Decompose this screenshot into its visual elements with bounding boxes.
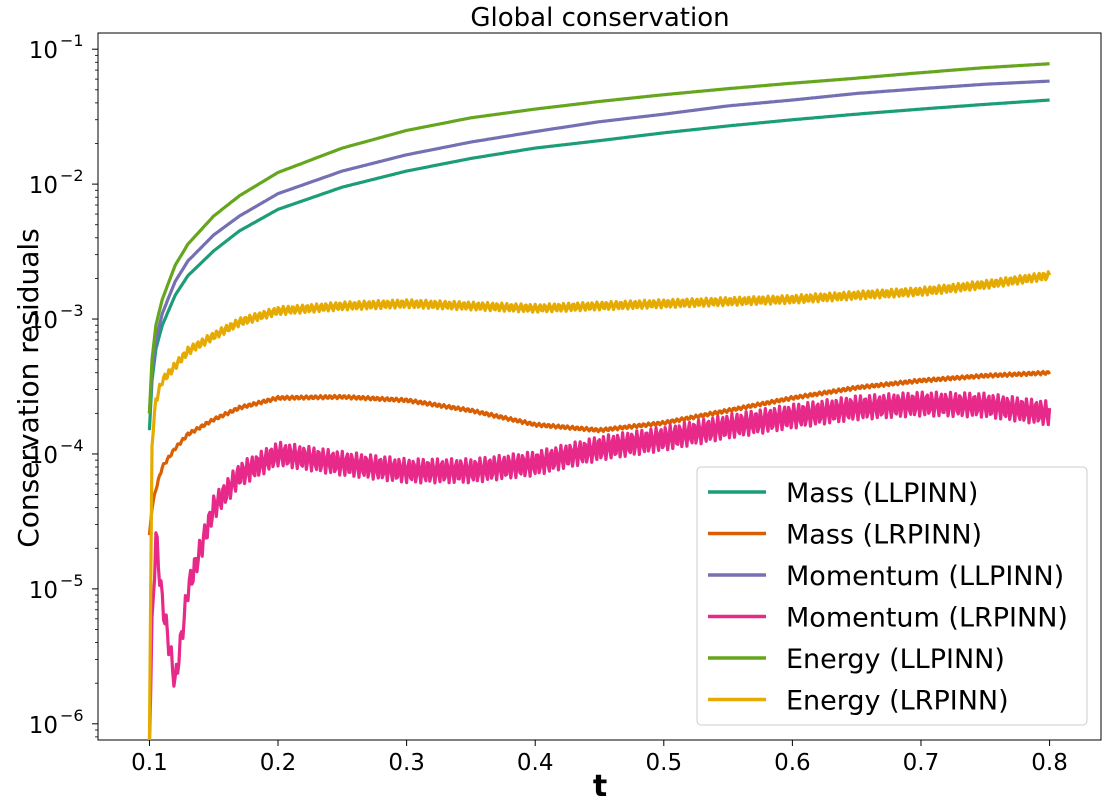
series-layer (147, 62, 1052, 740)
legend-box (696, 466, 1088, 726)
legend-label-1: Mass (LRPINN) (786, 520, 982, 551)
x-tick-label: 0.3 (388, 750, 425, 776)
x-tick-label: 0.2 (260, 750, 297, 776)
series-line-1 (147, 369, 1052, 536)
series-line-0 (147, 98, 1050, 431)
legend-label-3: Momentum (LRPINN) (786, 603, 1068, 634)
y-tick-label: 10 (29, 578, 58, 604)
x-tick-label: 0.8 (1031, 750, 1068, 776)
y-tick-label: 10 (29, 308, 58, 334)
y-axis-label: Conservation residuals (12, 228, 45, 548)
y-tick-label: 10 (29, 713, 58, 739)
series-line-5 (147, 270, 1052, 740)
legend-label-5: Energy (LRPINN) (786, 686, 1009, 717)
series-line-2 (147, 79, 1050, 414)
x-tick-label: 0.7 (903, 750, 940, 776)
y-tick-label: 10 (29, 38, 58, 64)
y-tick-exponent: −5 (60, 571, 84, 590)
y-axis: 10−610−510−410−310−210−1 (29, 31, 98, 739)
y-tick-label: 10 (29, 443, 58, 469)
y-tick-exponent: −6 (60, 706, 84, 725)
x-tick-label: 0.1 (131, 750, 168, 776)
y-tick-exponent: −1 (60, 31, 84, 50)
x-tick-label: 0.6 (774, 750, 811, 776)
x-axis: 0.1 0.2 0.3 0.4 0.5 0.6 0.7 0.8 (131, 740, 1068, 776)
x-tick-label: 0.5 (646, 750, 683, 776)
plot-frame (97, 32, 1102, 741)
legend-label-0: Mass (LLPINN) (786, 478, 978, 509)
y-tick-exponent: −3 (60, 301, 84, 320)
y-tick-exponent: −4 (60, 436, 84, 455)
x-tick-label: 0.4 (517, 750, 554, 776)
series-line-3 (147, 390, 1052, 740)
chart-title: Global conservation (470, 3, 729, 33)
y-tick-exponent: −2 (60, 166, 84, 185)
y-tick-label: 10 (29, 173, 58, 199)
legend: Mass (LLPINN) Mass (LRPINN) Momentum (LLPI… (696, 466, 1088, 726)
legend-label-2: Momentum (LLPINN) (786, 561, 1064, 592)
legend-label-4: Energy (LLPINN) (786, 644, 1005, 675)
x-axis-label: t (593, 769, 607, 804)
series-line-4 (147, 62, 1050, 414)
